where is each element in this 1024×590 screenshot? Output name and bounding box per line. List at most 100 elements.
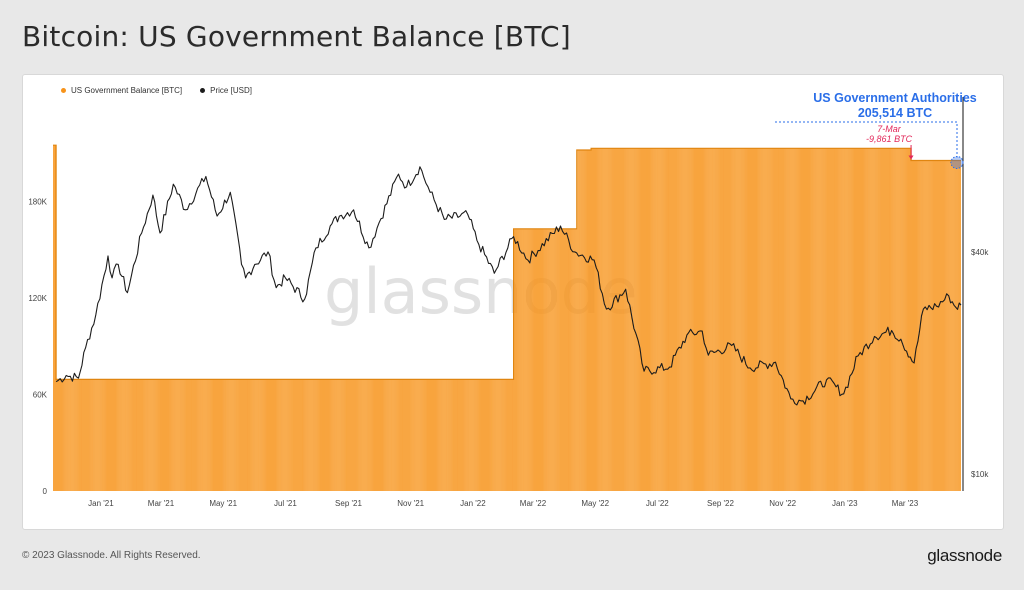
balance-bar bbox=[598, 148, 600, 491]
balance-bar bbox=[191, 379, 193, 491]
balance-bar bbox=[916, 160, 917, 491]
balance-bar bbox=[229, 379, 231, 491]
balance-bar bbox=[825, 148, 827, 491]
y-right-axis-ticks: $10k $40k bbox=[971, 248, 989, 479]
balance-bar bbox=[546, 228, 548, 491]
balance-bar bbox=[657, 148, 659, 491]
balance-bar bbox=[213, 379, 214, 491]
balance-bar bbox=[394, 379, 396, 491]
balance-bar bbox=[405, 379, 407, 491]
balance-bar bbox=[526, 228, 528, 491]
balance-bar bbox=[838, 148, 840, 491]
balance-bar bbox=[286, 379, 288, 491]
balance-bar bbox=[88, 379, 90, 491]
balance-bar bbox=[755, 148, 756, 491]
balance-bar bbox=[181, 379, 183, 491]
legend-item-price[interactable]: Price [USD] bbox=[200, 86, 252, 95]
balance-bar bbox=[630, 148, 632, 491]
balance-bar bbox=[409, 379, 411, 491]
balance-bar bbox=[751, 148, 752, 491]
balance-bar bbox=[62, 379, 64, 491]
balance-bar bbox=[622, 148, 624, 491]
balance-bar bbox=[956, 160, 958, 491]
balance-bar bbox=[390, 379, 392, 491]
balance-bar bbox=[82, 379, 84, 491]
balance-bar bbox=[810, 148, 812, 491]
balance-bar bbox=[164, 379, 165, 491]
balance-bar bbox=[701, 148, 702, 491]
balance-bar bbox=[638, 148, 640, 491]
balance-bar bbox=[778, 148, 780, 491]
balance-bar bbox=[614, 148, 616, 491]
balance-bar bbox=[890, 148, 892, 491]
balance-bar bbox=[227, 379, 229, 491]
balance-bar bbox=[773, 148, 775, 491]
balance-bar bbox=[117, 379, 119, 491]
annotation-sale-value: -9,861 BTC bbox=[866, 134, 913, 144]
balance-bar bbox=[462, 379, 464, 491]
balance-bar bbox=[73, 379, 75, 491]
balance-bar bbox=[821, 148, 823, 491]
balance-bar bbox=[576, 150, 578, 491]
balance-bar bbox=[453, 379, 455, 491]
balance-bar bbox=[452, 379, 454, 491]
balance-bar bbox=[168, 379, 169, 491]
x-tick-label: Jan '22 bbox=[460, 499, 486, 508]
balance-bar bbox=[695, 148, 696, 491]
balance-bar bbox=[461, 379, 463, 491]
balance-bar bbox=[537, 228, 538, 491]
balance-bar bbox=[408, 379, 410, 491]
balance-bar bbox=[942, 160, 944, 491]
balance-bar bbox=[112, 379, 113, 491]
balance-bar bbox=[249, 379, 251, 491]
balance-bar bbox=[76, 379, 78, 491]
balance-bar bbox=[887, 148, 889, 491]
balance-bar bbox=[575, 228, 577, 491]
balance-bar bbox=[679, 148, 681, 491]
balance-bar bbox=[884, 148, 886, 491]
balance-bar bbox=[694, 148, 695, 491]
balance-bar bbox=[664, 148, 666, 491]
balance-bar bbox=[609, 148, 611, 491]
balance-bar bbox=[233, 379, 235, 491]
balance-bar bbox=[605, 148, 607, 491]
balance-bar bbox=[651, 148, 653, 491]
balance-bar bbox=[610, 148, 612, 491]
x-tick-label: Jan '23 bbox=[832, 499, 858, 508]
balance-bar bbox=[601, 148, 603, 491]
balance-bar bbox=[573, 228, 575, 491]
balance-bar bbox=[222, 379, 224, 491]
balance-bar bbox=[891, 148, 893, 491]
balance-bar bbox=[195, 379, 197, 491]
balance-bar bbox=[542, 228, 543, 491]
balance-bar bbox=[842, 148, 844, 491]
balance-bar bbox=[172, 379, 174, 491]
balance-bar bbox=[264, 379, 266, 491]
balance-bar bbox=[187, 379, 189, 491]
glassnode-logo[interactable]: glassnode bbox=[927, 546, 1002, 565]
balance-bar bbox=[144, 379, 146, 491]
balance-bar bbox=[171, 379, 173, 491]
balance-bar bbox=[578, 150, 580, 491]
balance-bar bbox=[133, 379, 135, 491]
balance-bar bbox=[358, 379, 360, 491]
balance-bar bbox=[270, 379, 271, 491]
balance-bar bbox=[733, 148, 735, 491]
legend-item-balance[interactable]: US Government Balance [BTC] bbox=[61, 86, 182, 95]
balance-bar bbox=[134, 379, 136, 491]
balance-bar bbox=[615, 148, 617, 491]
balance-bar bbox=[871, 148, 873, 491]
chart-plot[interactable]: glassnode Jan '21 Mar '21 May '21 Jul '21 Se… bbox=[23, 75, 1003, 529]
balance-bar bbox=[322, 379, 323, 491]
annotation-gov-marker[interactable] bbox=[950, 155, 964, 169]
balance-bar bbox=[860, 148, 861, 491]
balance-bar bbox=[493, 379, 495, 491]
y-left-tick-label: 180K bbox=[28, 198, 47, 207]
balance-bar bbox=[279, 379, 281, 491]
annotations: US Government Authorities 205,514 BTC 7-… bbox=[775, 91, 977, 169]
balance-bar bbox=[678, 148, 680, 491]
balance-bar bbox=[430, 379, 431, 491]
balance-bar bbox=[152, 379, 154, 491]
balance-bar bbox=[296, 379, 298, 491]
balance-bar bbox=[503, 379, 505, 491]
